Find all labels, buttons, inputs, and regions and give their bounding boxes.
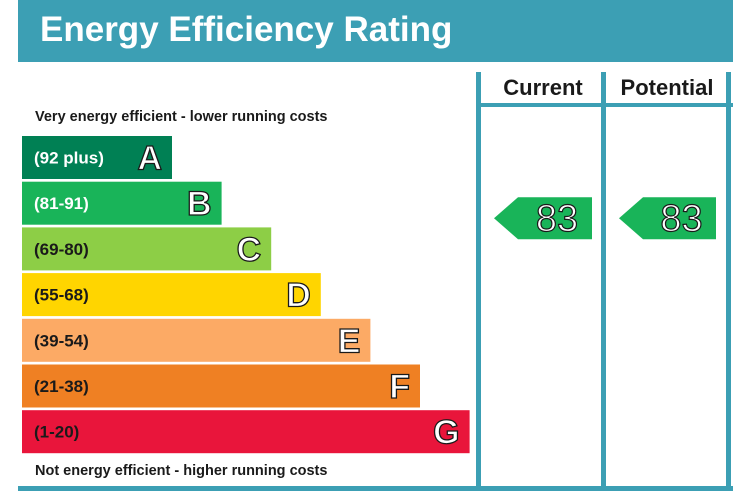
chart-frame (18, 72, 733, 491)
current-rating-value: 83 (536, 198, 578, 240)
band-letter-f: F (389, 368, 410, 406)
frame-line-right (726, 72, 731, 490)
band-range-f: (21-38) (34, 377, 89, 396)
potential-rating-value: 83 (660, 198, 702, 240)
band-letter-a: A (137, 140, 162, 178)
band-range-d: (55-68) (34, 286, 89, 305)
band-range-c: (69-80) (34, 240, 89, 259)
band-range-e: (39-54) (34, 331, 89, 350)
rating-bands: (92 plus) A (81-91) B (69-80) C (55-68) D (39-54… (22, 136, 470, 454)
top-note: Very energy efficient - lower running co… (35, 109, 328, 125)
band-bar-g (22, 410, 470, 454)
column-header-current: Current (503, 75, 583, 100)
band-letter-d: D (286, 277, 311, 315)
bottom-note: Not energy efficient - higher running co… (35, 463, 327, 479)
band-bar-d (22, 273, 321, 317)
column-header-potential: Potential (621, 75, 714, 100)
band-range-g: (1-20) (34, 423, 79, 442)
frame-header-divider (476, 103, 733, 107)
band-letter-g: G (433, 414, 459, 452)
rating-arrows: 83 83 (494, 197, 716, 241)
title-bar: Energy Efficiency Rating (18, 0, 733, 62)
frame-line-middle (601, 72, 606, 490)
band-letter-b: B (187, 185, 212, 223)
band-range-b: (81-91) (34, 194, 89, 213)
band-letter-e: E (338, 322, 361, 360)
band-bar-c (22, 227, 272, 271)
current-rating-arrow (494, 197, 592, 240)
band-range-a: (92 plus) (34, 149, 104, 168)
frame-line-left (476, 72, 481, 490)
band-bar-f (22, 364, 420, 408)
potential-rating-arrow (619, 197, 716, 240)
band-bar-e (22, 318, 371, 362)
chart-title: Energy Efficiency Rating (40, 10, 453, 49)
band-letter-c: C (237, 231, 262, 269)
band-bar-b (22, 181, 222, 225)
band-bar-a (22, 136, 172, 179)
frame-line-bottom (18, 486, 733, 491)
